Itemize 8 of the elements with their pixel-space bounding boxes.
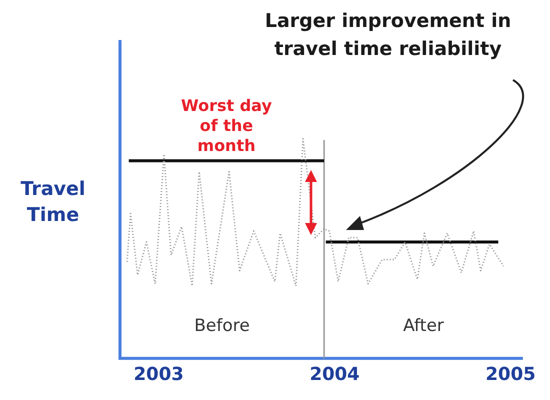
annotation: Before [194, 316, 250, 336]
x-tick-label: 2005 [486, 364, 536, 385]
annotation: Worst day of the month [181, 96, 272, 155]
x-tick-label: 2004 [310, 364, 360, 385]
text: Larger improvement in travel time reliability [264, 10, 512, 60]
x-tick-label: 2003 [134, 364, 184, 385]
y-axis-title: Travel Time [20, 178, 86, 226]
annotation: After [403, 316, 444, 336]
